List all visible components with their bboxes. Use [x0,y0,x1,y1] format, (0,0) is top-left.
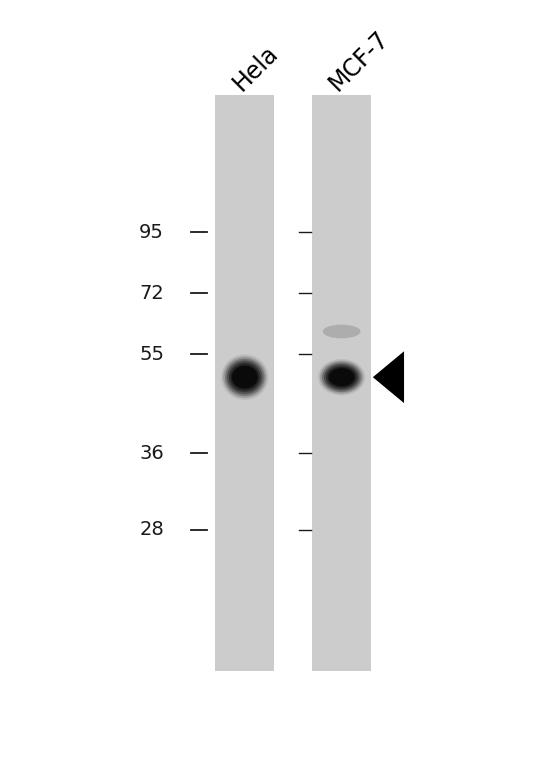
Text: 36: 36 [139,444,164,463]
Ellipse shape [323,325,360,338]
Ellipse shape [324,363,359,391]
Ellipse shape [328,367,356,387]
Text: Hela: Hela [228,40,282,95]
Ellipse shape [329,368,355,386]
Text: 55: 55 [139,345,164,363]
Text: MCF-7: MCF-7 [324,26,394,95]
Ellipse shape [221,354,268,400]
Ellipse shape [325,366,358,389]
Bar [215,95,274,671]
Ellipse shape [227,360,263,394]
Ellipse shape [232,367,257,388]
Ellipse shape [329,369,354,386]
Ellipse shape [318,359,365,395]
Ellipse shape [229,363,261,392]
Text: 28: 28 [139,520,164,539]
Ellipse shape [231,364,259,390]
Text: 95: 95 [139,223,164,242]
Ellipse shape [322,362,362,392]
Ellipse shape [232,366,258,389]
Polygon shape [373,351,404,403]
Ellipse shape [225,358,265,396]
Ellipse shape [320,360,363,394]
Ellipse shape [223,357,266,398]
Bar [312,95,371,671]
Text: 72: 72 [139,284,164,303]
